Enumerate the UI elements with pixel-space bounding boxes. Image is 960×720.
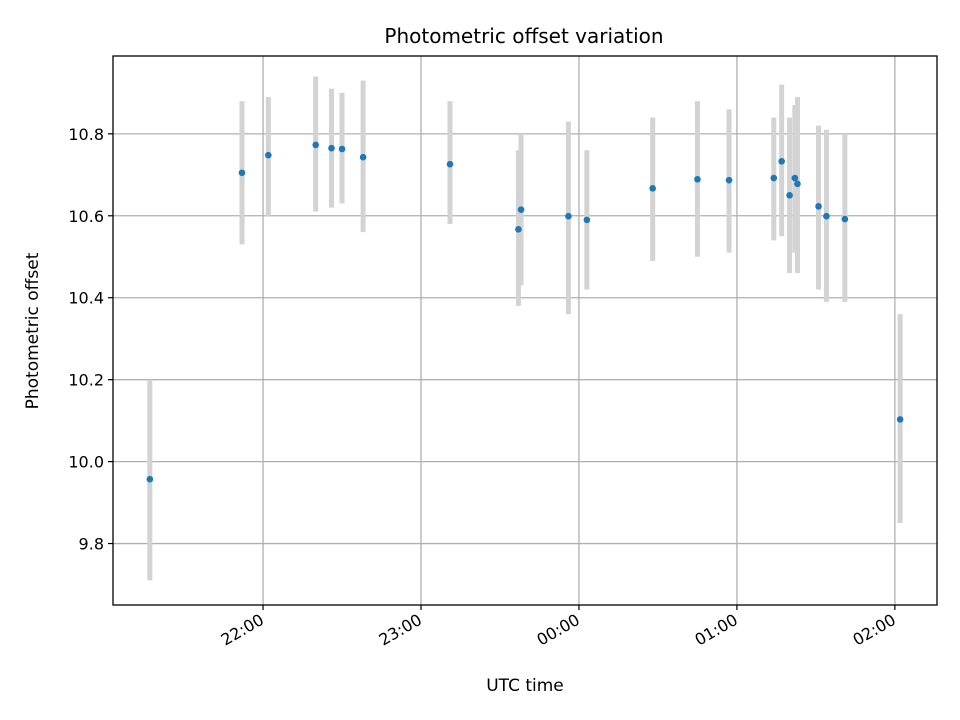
data-point — [359, 153, 367, 161]
x-tick-label: 23:00 — [376, 610, 425, 650]
x-axis-label: UTC time — [486, 676, 564, 696]
data-point — [338, 145, 346, 153]
data-points — [146, 141, 904, 483]
x-tick-label: 02:00 — [849, 610, 898, 650]
data-point — [517, 206, 525, 213]
data-point — [778, 157, 785, 165]
data-point — [815, 203, 822, 210]
y-tick-label: 9.8 — [79, 535, 104, 554]
data-point — [446, 160, 454, 168]
data-point — [515, 226, 522, 233]
data-point — [238, 169, 246, 177]
data-point — [896, 416, 904, 423]
chart-title: Photometric offset variation — [384, 24, 663, 48]
x-tick-label: 01:00 — [691, 610, 740, 650]
data-point — [649, 185, 656, 192]
data-point — [841, 215, 849, 223]
plot-frame — [112, 55, 938, 606]
y-tick-label: 10.2 — [68, 371, 104, 390]
data-point — [823, 212, 830, 220]
y-tick-label: 10.0 — [68, 453, 104, 472]
data-point — [770, 174, 778, 182]
y-tick-label: 10.6 — [68, 207, 104, 226]
data-point — [328, 144, 335, 152]
grid-lines — [113, 56, 937, 605]
data-point — [725, 176, 733, 184]
data-point — [786, 191, 793, 199]
data-point — [583, 216, 591, 224]
x-tick-label: 00:00 — [534, 610, 583, 650]
data-point — [312, 141, 320, 149]
data-point — [565, 212, 572, 220]
y-axis-label: Photometric offset — [23, 252, 43, 409]
data-point — [794, 180, 801, 188]
data-point — [146, 475, 154, 483]
data-point — [791, 174, 799, 182]
data-point — [694, 176, 701, 183]
y-tick-label: 10.4 — [68, 289, 104, 308]
error-bars — [147, 76, 903, 581]
x-tick-label: 22:00 — [218, 610, 267, 650]
data-point — [265, 151, 272, 159]
y-tick-label: 10.8 — [68, 125, 104, 144]
